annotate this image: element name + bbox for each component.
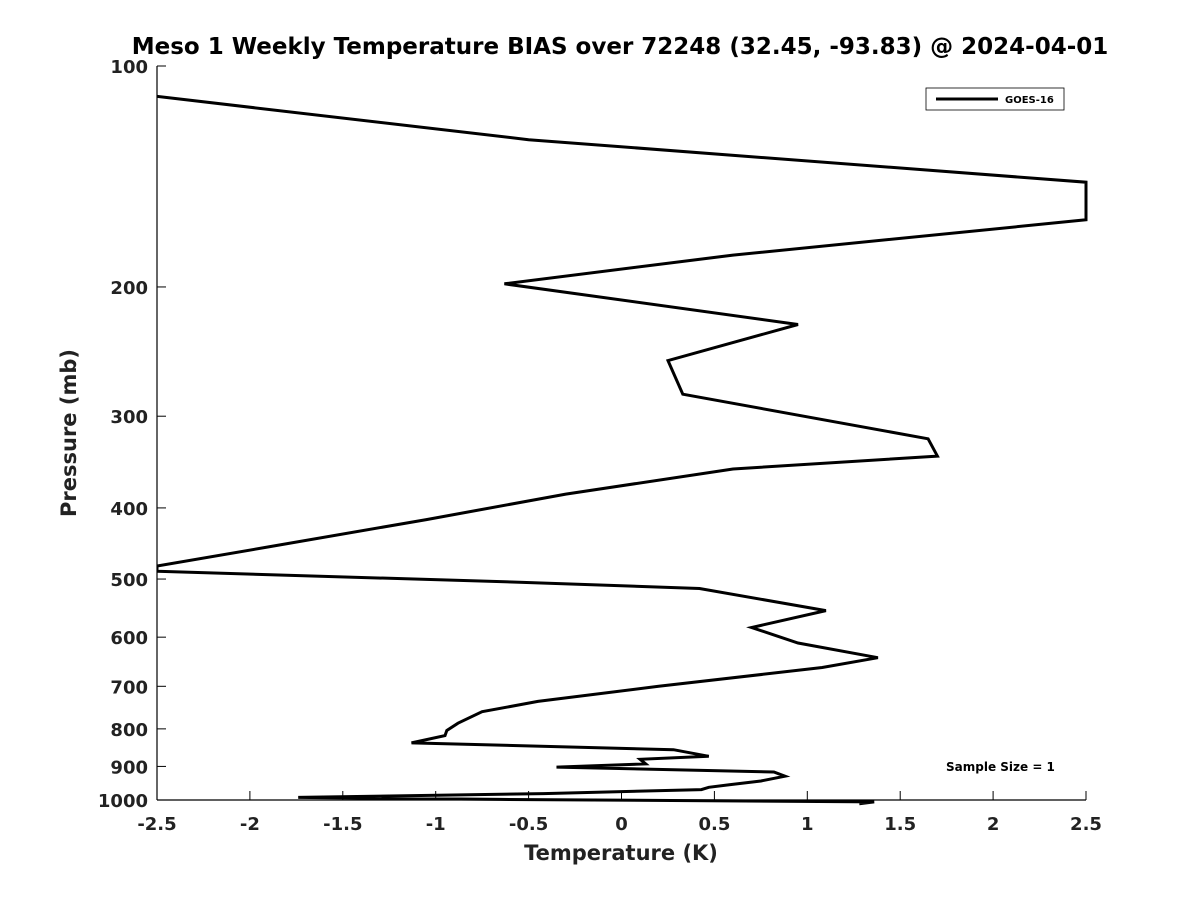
x-tick-label: -1.5 xyxy=(323,814,362,835)
y-tick-label: 1000 xyxy=(98,791,148,812)
x-ticks: -2.5 -2 -1.5 -1 -0.5 0 0.5 1 1.5 2 2.5 xyxy=(137,791,1102,835)
legend-label-goes-16: GOES-16 xyxy=(1005,95,1054,106)
series-line-goes-16 xyxy=(157,94,1088,806)
y-tick-label: 400 xyxy=(110,499,148,520)
x-axis-label: Temperature (K) xyxy=(524,841,718,865)
x-tick-label: 0.5 xyxy=(698,814,730,835)
y-tick-label: 100 xyxy=(110,57,148,78)
y-tick-label: 300 xyxy=(110,407,148,428)
x-tick-label: -2.5 xyxy=(137,814,176,835)
chart-title: Meso 1 Weekly Temperature BIAS over 7224… xyxy=(132,34,1109,60)
x-tick-label: -2 xyxy=(240,814,260,835)
y-tick-label: 500 xyxy=(110,570,148,591)
x-tick-label: 1.5 xyxy=(884,814,916,835)
y-tick-label: 700 xyxy=(110,677,148,698)
x-tick-label: 0 xyxy=(615,814,628,835)
y-tick-label: 800 xyxy=(110,720,148,741)
series-group xyxy=(157,94,1088,806)
y-axis-label: Pressure (mb) xyxy=(57,349,81,517)
x-tick-label: 2 xyxy=(987,814,1000,835)
x-tick-label: -1 xyxy=(426,814,446,835)
x-tick-label: 1 xyxy=(801,814,814,835)
x-tick-label: -0.5 xyxy=(509,814,548,835)
y-ticks: 100 200 300 400 500 600 700 800 900 1000 xyxy=(98,57,166,812)
y-tick-label: 200 xyxy=(110,278,148,299)
sample-size-annotation: Sample Size = 1 xyxy=(946,760,1055,774)
y-tick-label: 900 xyxy=(110,757,148,778)
y-tick-label: 600 xyxy=(110,628,148,649)
legend: GOES-16 xyxy=(925,87,1065,111)
x-tick-label: 2.5 xyxy=(1070,814,1102,835)
